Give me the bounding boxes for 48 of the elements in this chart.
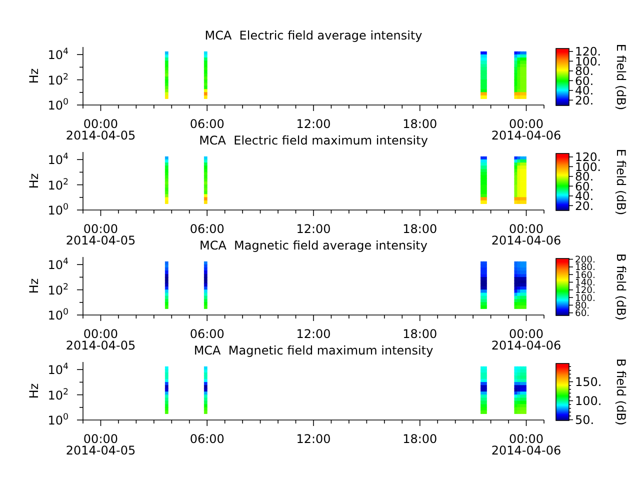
chart-title: MCA Magnetic field maximum intensity	[194, 344, 434, 358]
x-tick-label: 00:00 2014-04-05	[66, 117, 136, 142]
chart-title: MCA Electric field maximum intensity	[199, 134, 428, 148]
color-bar-label: 50.	[575, 413, 594, 428]
x-tick-label: 06:00	[190, 117, 224, 131]
x-tick-label: 00:00 2014-04-05	[66, 222, 136, 248]
x-tick-label: 18:00	[402, 117, 438, 131]
color-bar-title: B field (dB)	[614, 358, 628, 426]
y-tick-label: 10$^{2}$	[48, 282, 68, 298]
y-axis-title: Hz	[27, 173, 41, 189]
color-bar-label: 100.	[575, 394, 602, 408]
y-tick-label: 10$^{4}$	[48, 152, 68, 168]
x-tick-label: 00:00 2014-04-06	[491, 432, 562, 458]
y-axis-title: Hz	[27, 383, 41, 399]
x-tick-label: 12:00	[296, 432, 331, 446]
y-tick-label: 10$^{4}$	[48, 257, 68, 272]
x-tick-label: 18:00	[402, 222, 438, 236]
color-bar-title: E field (dB)	[614, 44, 628, 110]
x-tick-label: 12:00	[296, 117, 331, 131]
y-tick-label: 10$^{4}$	[48, 362, 68, 378]
y-axis-title: Hz	[27, 278, 41, 294]
y-tick-label: 10$^{4}$	[48, 47, 68, 62]
y-tick-label: 10$^{0}$	[48, 308, 68, 322]
x-tick-label: 00:00 2014-04-06	[491, 117, 562, 142]
x-tick-label: 18:00	[402, 432, 438, 446]
color-bar-title: B field (dB)	[614, 254, 628, 320]
x-tick-label: 06:00	[190, 327, 224, 341]
color-bar-label: 150.	[575, 375, 602, 390]
y-tick-label: 10$^{0}$	[48, 202, 68, 218]
y-tick-label: 10$^{2}$	[48, 387, 68, 402]
x-tick-label: 00:00 2014-04-05	[66, 327, 136, 352]
x-tick-label: 18:00	[402, 327, 438, 341]
color-bar-title: E field (dB)	[614, 148, 628, 216]
x-tick-label: 12:00	[296, 222, 331, 236]
x-tick-label: 06:00	[190, 432, 224, 446]
x-tick-label: 00:00 2014-04-05	[66, 432, 136, 458]
chart-title: MCA Electric field average intensity	[204, 28, 422, 42]
y-tick-label: 10$^{2}$	[48, 177, 68, 192]
y-axis-title: Hz	[27, 68, 41, 84]
chart-title: MCA Magnetic field average intensity	[199, 238, 428, 252]
x-tick-label: 06:00	[190, 222, 224, 236]
x-tick-label: 12:00	[296, 327, 331, 341]
color-bar-label: 60.	[575, 308, 590, 320]
x-tick-label: 00:00 2014-04-06	[491, 327, 562, 352]
y-tick-label: 10$^{0}$	[48, 412, 68, 428]
y-tick-label: 10$^{0}$	[48, 98, 68, 112]
y-tick-label: 10$^{2}$	[48, 72, 68, 88]
x-tick-label: 00:00 2014-04-06	[491, 222, 562, 248]
